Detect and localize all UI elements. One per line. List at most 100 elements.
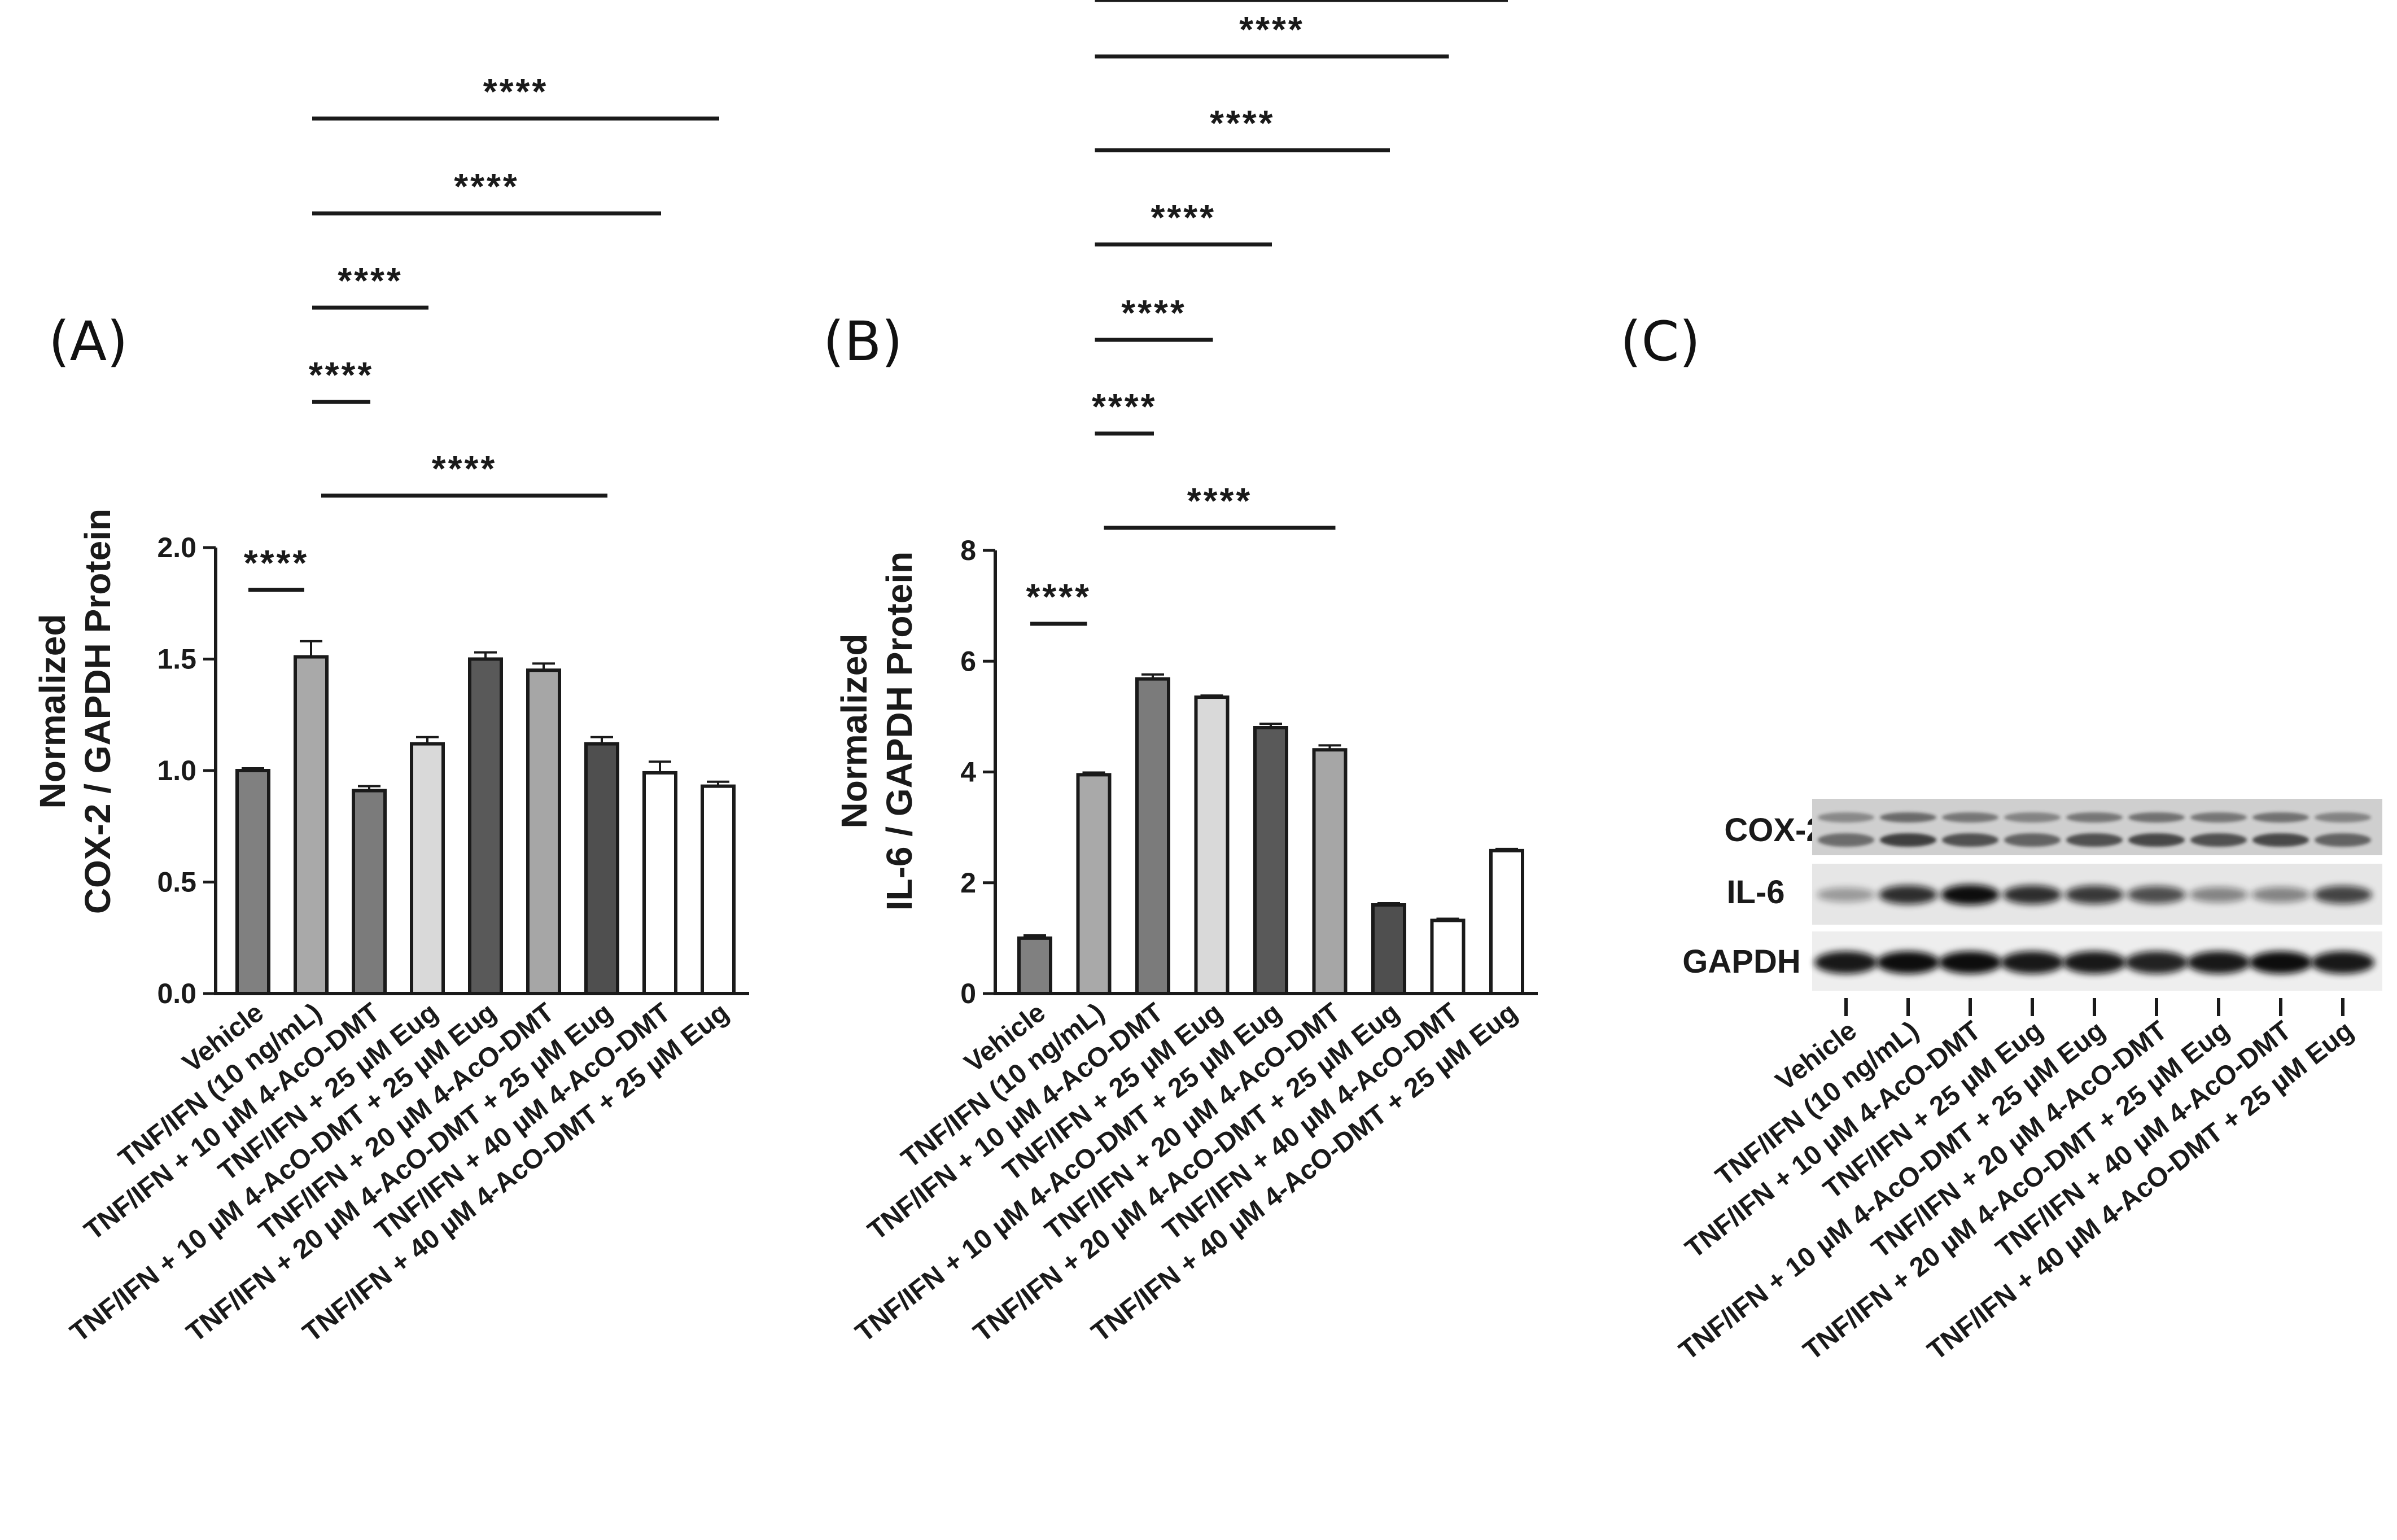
y-tick-label: 2 — [960, 867, 976, 899]
significance-label-5: **** — [1151, 197, 1216, 238]
gapdh-band — [2249, 951, 2312, 974]
significance-label-2: **** — [1187, 480, 1253, 521]
band-label-cox2: COX-2 — [1724, 812, 1824, 848]
gapdh-band — [1877, 951, 1940, 974]
cox2-band-upper — [2128, 812, 2185, 823]
blot-strip-cox2 — [1812, 799, 2382, 855]
significance-label-1: **** — [1026, 576, 1091, 617]
panel-a-bars — [235, 640, 736, 996]
panel-a-significance: **** **** **** **** **** **** — [244, 71, 719, 592]
gapdh-band — [2125, 951, 2188, 974]
bar-3 — [1135, 677, 1170, 995]
y-tick-label: 8 — [960, 535, 976, 566]
panel-a-ylabel-line2: COX-2 / GAPDH Protein — [77, 509, 118, 914]
bar-5 — [1253, 726, 1288, 995]
panel-b-y-ticks: 0 2 4 6 8 — [960, 535, 995, 1009]
y-tick-label: 0.5 — [157, 867, 196, 898]
significance-label-1: **** — [244, 542, 309, 583]
panel-b-ylabel-line2: IL-6 / GAPDH Protein — [879, 552, 920, 911]
bar-9 — [701, 784, 736, 996]
significance-label-3: **** — [309, 355, 374, 395]
bar-2 — [294, 655, 329, 996]
y-tick-label: 4 — [960, 756, 976, 788]
il6-band — [2003, 885, 2062, 904]
panel-label-a: (A) — [49, 310, 128, 373]
bar-1 — [235, 769, 270, 995]
cox2-band-lower — [2128, 833, 2185, 847]
significance-label-2: **** — [432, 448, 497, 489]
bar-6 — [1312, 748, 1348, 995]
panel-b-ylabel-line1: Normalized — [834, 634, 874, 829]
significance-label-7: **** — [1239, 9, 1305, 50]
il6-band — [1879, 885, 1937, 904]
gapdh-band — [1814, 951, 1878, 974]
blot-lane-ticks — [1844, 998, 2344, 1016]
panel-a-y-ticks: 0.0 0.5 1.0 1.5 2.0 — [157, 532, 216, 1009]
y-tick-label: 0.0 — [157, 978, 196, 1009]
bar-1 — [1017, 936, 1052, 995]
western-blot: COX-2 IL-6 GAPDH — [1682, 799, 2382, 1016]
il6-band — [2189, 887, 2248, 903]
cox2-band-upper — [2066, 812, 2123, 823]
cox2-band-lower — [1880, 833, 1936, 847]
il6-band — [2251, 887, 2310, 903]
cox2-band-lower — [1942, 833, 1998, 847]
bar-5 — [468, 657, 503, 995]
il6-band — [2065, 885, 2124, 904]
bar-4 — [1194, 695, 1230, 995]
cox2-band-upper — [2315, 812, 2371, 823]
il6-band — [2313, 886, 2372, 904]
bar-3 — [352, 789, 387, 996]
significance-label-4: **** — [338, 260, 403, 301]
il6-band — [1817, 887, 1875, 902]
cox2-band-upper — [2252, 812, 2309, 823]
il6-band — [2127, 886, 2186, 904]
cox2-band-upper — [2004, 812, 2061, 823]
panel-a: (A) Normalized COX-2 / GAPDH Protein 0.0… — [32, 71, 749, 1348]
panel-a-ylabel-line1: Normalized — [32, 614, 73, 809]
panel-label-c: (C) — [1620, 310, 1700, 373]
cox2-band-upper — [2190, 812, 2247, 823]
bar-2 — [1076, 773, 1112, 995]
y-tick-label: 0 — [960, 978, 976, 1009]
il6-band — [1941, 885, 2000, 905]
gapdh-band — [2001, 951, 2064, 974]
cox2-band-lower — [2315, 833, 2371, 847]
band-label-il6: IL-6 — [1726, 874, 1784, 911]
y-tick-label: 1.5 — [157, 644, 196, 675]
y-tick-label: 6 — [960, 645, 976, 677]
panel-b-significance: ******************************** — [1026, 0, 1508, 626]
cox2-band-lower — [2004, 833, 2061, 847]
blot-bands — [1814, 812, 2374, 974]
bar-8 — [1430, 918, 1466, 995]
panel-label-b: (B) — [823, 310, 903, 373]
gapdh-band — [2311, 951, 2374, 974]
bar-9 — [1489, 848, 1524, 996]
bar-8 — [642, 771, 677, 995]
significance-label-6: **** — [1210, 103, 1275, 143]
gapdh-band — [1939, 951, 2002, 974]
significance-label-4: **** — [1121, 292, 1187, 333]
cox2-band-lower — [2252, 833, 2309, 847]
lane-label-5: TNF/IFN + 10 µM 4-AcO-DMT + 25 µM Eug — [1674, 1016, 2111, 1366]
y-tick-label: 2.0 — [157, 532, 196, 563]
y-tick-label: 1.0 — [157, 755, 196, 786]
significance-label-3: **** — [1092, 386, 1157, 427]
cox2-band-upper — [1942, 812, 1998, 823]
bar-7 — [584, 742, 619, 995]
cox2-band-lower — [1818, 833, 1874, 847]
panel-b-axes: Normalized IL-6 / GAPDH Protein 0 2 4 6 8 — [834, 535, 1538, 1009]
bar-7 — [1371, 903, 1406, 995]
gapdh-band — [2187, 951, 2250, 974]
cox2-band-lower — [2066, 833, 2123, 847]
significance-label-6: **** — [483, 71, 549, 112]
cox2-band-lower — [2190, 833, 2247, 847]
band-label-gapdh: GAPDH — [1682, 943, 1800, 980]
bar-4 — [410, 742, 445, 995]
significance-label-8: **** — [1269, 0, 1334, 8]
